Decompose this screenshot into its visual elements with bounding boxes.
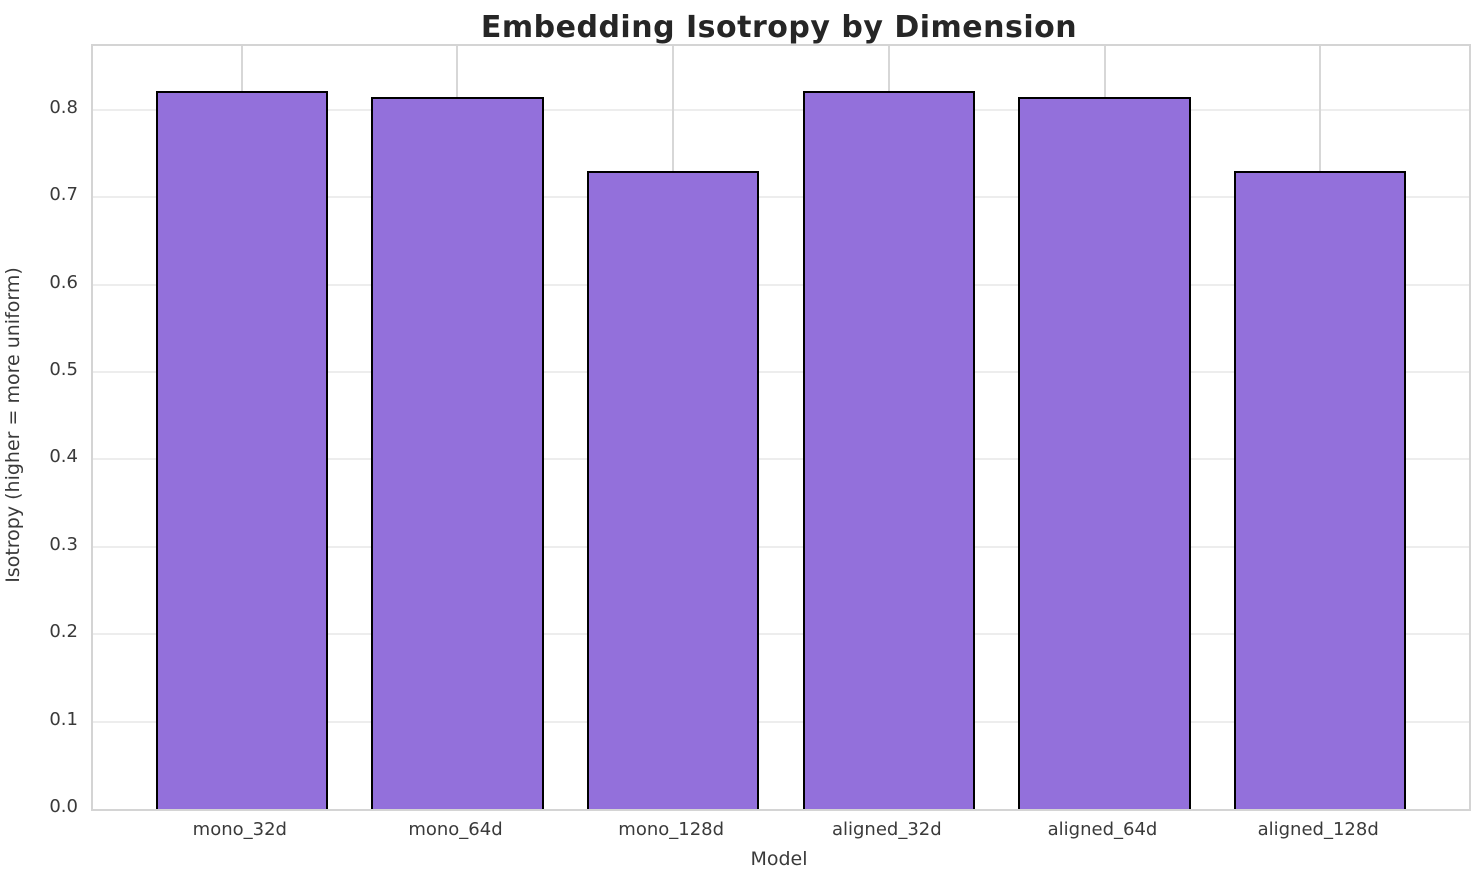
y-tick-label: 0.2 xyxy=(49,621,78,643)
gridline-horizontal xyxy=(93,545,1469,548)
bar-mono_128d xyxy=(586,170,760,809)
y-tick-label: 0.4 xyxy=(49,446,78,468)
gridline-horizontal xyxy=(93,108,1469,111)
y-tick-label: 0.6 xyxy=(49,271,78,293)
x-tick-label: mono_32d xyxy=(192,819,287,840)
gridline-horizontal xyxy=(93,458,1469,461)
y-tick-label: 0.1 xyxy=(49,708,78,730)
bar-aligned_128d xyxy=(1233,170,1407,809)
x-tick-label: aligned_128d xyxy=(1257,819,1379,840)
x-tick-label: mono_128d xyxy=(618,819,725,840)
gridline-horizontal xyxy=(93,633,1469,636)
gridline-horizontal xyxy=(93,720,1469,723)
x-tick-label: aligned_32d xyxy=(831,819,942,840)
x-tick-label: aligned_64d xyxy=(1047,819,1158,840)
y-tick-label: 0.5 xyxy=(49,359,78,380)
y-tick-label: 0.8 xyxy=(49,96,78,118)
gridline-horizontal xyxy=(93,371,1469,373)
chart-title: Embedding Isotropy by Dimension xyxy=(480,10,1078,45)
bar-mono_32d xyxy=(155,90,329,809)
y-tick-label: 0.3 xyxy=(49,533,78,555)
y-tick-label: 0.7 xyxy=(49,184,78,206)
gridline-horizontal xyxy=(93,196,1469,199)
x-tick-label: mono_64d xyxy=(408,819,503,840)
bar-aligned_32d xyxy=(802,90,976,809)
bar-aligned_64d xyxy=(1018,96,1191,809)
gridline-horizontal xyxy=(93,283,1469,286)
plot-area xyxy=(91,44,1471,811)
bar-mono_64d xyxy=(371,96,544,809)
x-axis-label: Model xyxy=(750,848,808,870)
y-tick-label: 0.0 xyxy=(49,796,78,817)
y-axis-label: Isotropy (higher = more uniform) xyxy=(2,267,24,583)
